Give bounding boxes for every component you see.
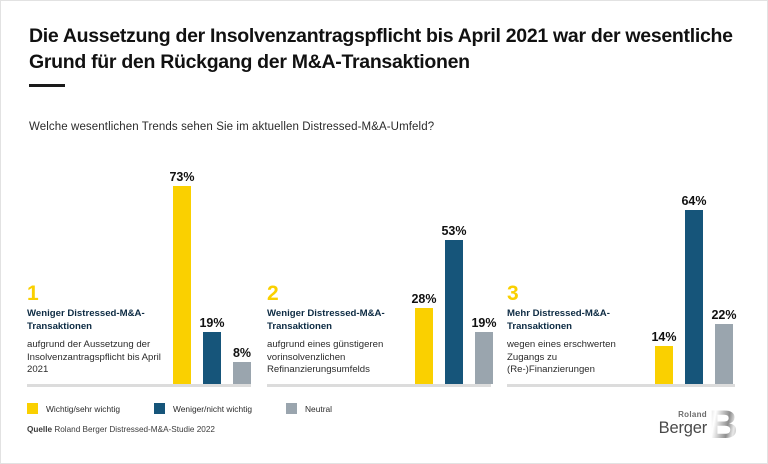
bar-label: 8% bbox=[232, 346, 252, 360]
group-2-axis-line bbox=[267, 384, 491, 387]
logo-line-roland: Roland bbox=[678, 410, 707, 419]
group-1-description: 1 Weniger Distressed-M&A-Transaktionen a… bbox=[27, 282, 167, 377]
page-title: Die Aussetzung der Insolvenzantragspflic… bbox=[29, 25, 733, 73]
bar-group3-unimportant: 64% bbox=[681, 156, 707, 384]
header: Die Aussetzung der Insolvenzantragspflic… bbox=[29, 23, 741, 87]
chart-group-3: 3 Mehr Distressed-M&A-Transaktionen wege… bbox=[507, 146, 737, 391]
bar-label: 64% bbox=[681, 194, 707, 208]
bar-label: 28% bbox=[411, 292, 437, 306]
legend-swatch-icon bbox=[286, 403, 297, 414]
group-2-number: 2 bbox=[267, 282, 279, 306]
logo-wordmark: Roland Berger bbox=[647, 410, 708, 437]
bar-label: 14% bbox=[651, 330, 677, 344]
legend-item-important: Wichtig/sehr wichtig bbox=[27, 403, 120, 414]
group-2-body: aufgrund eines günstigeren vorinsolvenzl… bbox=[267, 339, 384, 376]
group-3-axis-line bbox=[507, 384, 735, 387]
bar-label: 73% bbox=[169, 170, 195, 184]
bar-group2-important: 28% bbox=[411, 156, 437, 384]
legend-swatch-icon bbox=[154, 403, 166, 414]
bar-group3-important: 14% bbox=[651, 156, 677, 384]
bar-group1-important: 73% bbox=[169, 156, 195, 384]
title-rule bbox=[29, 84, 65, 87]
group-1-body: aufgrund der Aussetzung der Insolvenzant… bbox=[27, 339, 161, 376]
logo-b-mark-icon: B bbox=[709, 403, 738, 447]
bar-group3-neutral: 22% bbox=[711, 156, 737, 384]
group-3-number: 3 bbox=[507, 282, 519, 306]
group-1-number: 1 bbox=[27, 282, 39, 306]
roland-berger-logo: Roland Berger B bbox=[647, 405, 743, 453]
legend-label: Weniger/nicht wichtig bbox=[173, 403, 252, 414]
group-3-description: 3 Mehr Distressed-M&A-Transaktionen wege… bbox=[507, 282, 647, 377]
legend-item-unimportant: Weniger/nicht wichtig bbox=[154, 403, 252, 414]
group-2-headline: Weniger Distressed-M&A-Transaktionen bbox=[267, 308, 385, 332]
bar-label: 19% bbox=[471, 316, 497, 330]
chart-group-2: 2 Weniger Distressed-M&A-Transaktionen a… bbox=[267, 146, 497, 391]
bar-group2-unimportant: 53% bbox=[441, 156, 467, 384]
group-2-bars: 28% 53% 19% bbox=[411, 156, 497, 384]
source-text: Roland Berger Distressed-M&A-Studie 2022 bbox=[54, 425, 215, 434]
group-1-bars: 73% 19% 8% bbox=[169, 156, 251, 384]
bar-label: 19% bbox=[199, 316, 225, 330]
group-2-description: 2 Weniger Distressed-M&A-Transaktionen a… bbox=[267, 282, 407, 377]
bar-label: 53% bbox=[441, 224, 467, 238]
legend-swatch-icon bbox=[27, 403, 38, 414]
subtitle: Welche wesentlichen Trends sehen Sie im … bbox=[29, 121, 435, 133]
bar-chart: 1 Weniger Distressed-M&A-Transaktionen a… bbox=[1, 146, 768, 391]
chart-group-1: 1 Weniger Distressed-M&A-Transaktionen a… bbox=[27, 146, 251, 391]
group-1-headline: Weniger Distressed-M&A-Transaktionen bbox=[27, 308, 145, 332]
chart-legend: Wichtig/sehr wichtig Weniger/nicht wicht… bbox=[27, 403, 366, 414]
legend-label: Neutral bbox=[305, 403, 332, 414]
bar-label: 22% bbox=[711, 308, 737, 322]
legend-item-neutral: Neutral bbox=[286, 403, 332, 414]
source-prefix: Quelle bbox=[27, 425, 53, 434]
logo-line-berger: Berger bbox=[658, 419, 708, 437]
group-3-headline: Mehr Distressed-M&A-Transaktionen bbox=[507, 308, 610, 332]
bar-group2-neutral: 19% bbox=[471, 156, 497, 384]
group-3-bars: 14% 64% 22% bbox=[651, 156, 737, 384]
source-note: Quelle Roland Berger Distressed-M&A-Stud… bbox=[27, 425, 215, 434]
bar-group1-unimportant: 19% bbox=[199, 156, 225, 384]
legend-label: Wichtig/sehr wichtig bbox=[46, 403, 121, 414]
group-1-axis-line bbox=[27, 384, 251, 387]
bar-group1-neutral: 8% bbox=[233, 156, 251, 384]
group-3-body: wegen eines erschwerten Zugangs zu (Re-)… bbox=[507, 339, 616, 376]
